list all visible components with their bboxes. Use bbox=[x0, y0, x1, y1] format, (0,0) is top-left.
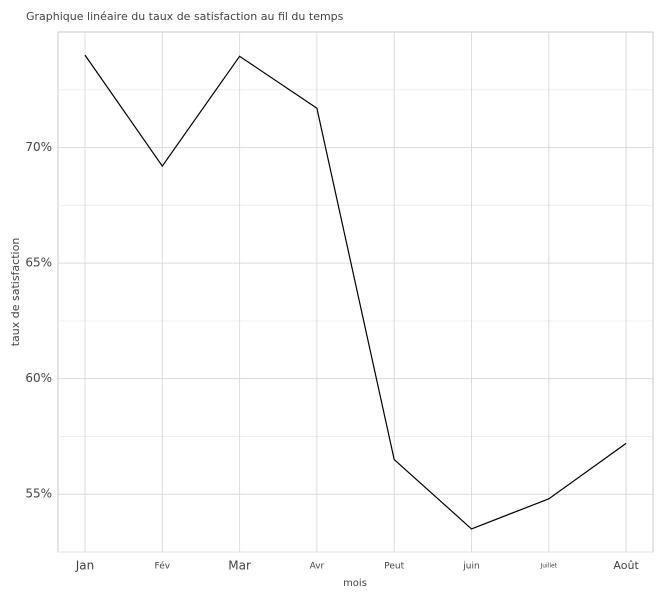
y-tick-label: 60% bbox=[25, 371, 52, 385]
y-tick-label: 55% bbox=[25, 487, 52, 501]
line bbox=[84, 54, 627, 530]
panel-border bbox=[57, 31, 654, 553]
y-axis-title: taux de satisfaction bbox=[9, 238, 22, 347]
x-tick-label: juin bbox=[462, 562, 479, 572]
x-tick-label: Peut bbox=[384, 562, 404, 572]
y-tick-label: 65% bbox=[25, 256, 52, 270]
x-tick-label: Fév bbox=[155, 561, 171, 572]
x-tick-label: Juillet bbox=[539, 563, 557, 570]
x-tick-label: Mar bbox=[228, 559, 251, 573]
chart-title: Graphique linéaire du taux de satisfacti… bbox=[26, 10, 344, 23]
x-tick-label: Avr bbox=[310, 562, 325, 572]
x-axis-title: mois bbox=[343, 578, 367, 589]
x-tick-label: Jan bbox=[75, 559, 95, 573]
x-tick-label: Août bbox=[613, 559, 639, 572]
y-tick-label: 70% bbox=[25, 140, 52, 154]
